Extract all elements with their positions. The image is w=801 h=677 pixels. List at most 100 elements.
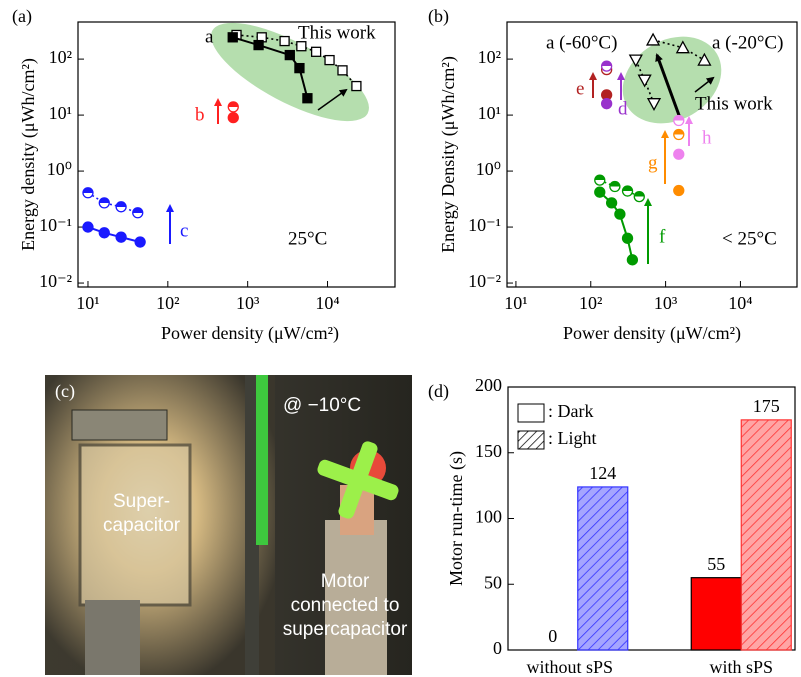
point	[132, 207, 144, 219]
x-tick-label: without sPS	[526, 657, 613, 677]
annotation: h	[702, 127, 712, 148]
photo-text: connected to	[291, 595, 400, 616]
x-tick-label: 10²	[579, 293, 602, 313]
x-tick-label: 10⁴	[728, 293, 752, 313]
point	[82, 187, 94, 199]
series	[227, 101, 239, 113]
bar-value-label: 55	[707, 554, 725, 574]
y-axis-title: Energy Density (μWh/cm²)	[438, 56, 459, 253]
series	[673, 128, 685, 141]
point	[351, 80, 362, 92]
pillar	[325, 520, 387, 675]
point	[594, 186, 606, 198]
point	[645, 32, 661, 46]
point	[609, 180, 621, 193]
x-tick-label: 10¹	[504, 293, 527, 313]
rod	[245, 375, 259, 675]
arrow	[317, 88, 348, 111]
bar-value-label: 124	[589, 463, 616, 483]
series-line	[87, 192, 139, 214]
point	[646, 98, 662, 112]
y-tick-label: 10⁻¹	[39, 215, 72, 235]
x-axis-title: Power density (μW/cm²)	[161, 323, 339, 344]
photo-text: @ −10°C	[283, 395, 361, 416]
x-tick-label: with sPS	[709, 657, 773, 677]
point	[600, 60, 613, 72]
annotation: c	[180, 220, 188, 241]
annotation: a (-60°C)	[546, 32, 617, 53]
point	[673, 114, 685, 127]
annotations-a: a This work b c 25°C	[166, 22, 376, 249]
point	[115, 231, 127, 243]
highlight-ellipse	[622, 36, 722, 124]
y-tick-label: 10²	[49, 47, 72, 67]
point	[98, 197, 110, 209]
series	[600, 98, 613, 110]
point	[294, 62, 305, 74]
point	[675, 40, 690, 54]
arrow	[694, 76, 715, 93]
series-line	[599, 179, 640, 198]
y-axis-title: Energy density (μWh/cm²)	[18, 58, 39, 251]
series-line	[87, 226, 141, 244]
point	[296, 41, 307, 52]
point	[284, 49, 295, 61]
series	[628, 54, 662, 112]
point	[628, 54, 643, 68]
y-tick-label: 50	[484, 572, 502, 592]
annotations-b: a (-60°C) a (-20°C) e d This work h g f …	[546, 32, 783, 264]
point	[227, 101, 239, 113]
photo-text: supercapacitor	[283, 619, 408, 640]
clamp	[71, 409, 168, 441]
x-tick-label: 10¹	[76, 293, 99, 313]
highlights	[211, 22, 722, 124]
point	[605, 197, 618, 209]
x-tick-label: 10²	[156, 293, 179, 313]
series	[227, 112, 239, 124]
x-axis-title: Power density (μW/cm²)	[563, 323, 741, 344]
point	[626, 254, 639, 266]
y-tick-label: 10⁰	[476, 159, 501, 179]
panel-label: (c)	[55, 381, 75, 402]
x-tick-label: 10³	[654, 293, 678, 313]
point	[324, 54, 335, 66]
point	[82, 221, 94, 233]
series	[673, 148, 685, 160]
y-tick-label: 10⁻²	[39, 271, 72, 291]
y-tick-label: 200	[475, 375, 502, 395]
point	[134, 236, 146, 248]
fan	[317, 441, 399, 519]
x-tick-label: 10⁴	[315, 293, 339, 313]
point	[98, 227, 110, 239]
point	[594, 174, 606, 186]
legend-label: : Dark	[548, 401, 593, 421]
photo-text: Super-	[113, 491, 170, 512]
series	[227, 32, 313, 104]
x-tick-label: 10³	[236, 293, 260, 313]
point	[621, 185, 634, 197]
panel-label: (b)	[428, 6, 449, 27]
annotation: d	[618, 98, 628, 119]
point	[227, 32, 238, 43]
series	[600, 60, 613, 72]
bar	[577, 486, 629, 651]
bar-value-label: 175	[753, 396, 780, 416]
legend-swatch	[517, 430, 545, 450]
photo-text: capacitor	[103, 515, 181, 536]
point	[673, 128, 685, 141]
plot-frame	[506, 21, 798, 288]
fan-blade	[338, 441, 378, 519]
y-tick-label: 10⁻¹	[468, 215, 501, 235]
series	[231, 29, 362, 92]
plot-frame	[77, 21, 396, 288]
y-tick-label: 10²	[478, 47, 501, 67]
annotation: a (-20°C)	[712, 32, 783, 53]
point	[673, 148, 685, 160]
point	[697, 52, 712, 66]
point	[253, 39, 264, 51]
y-tick-label: 10¹	[49, 103, 72, 123]
point	[614, 208, 626, 220]
point	[279, 35, 290, 47]
